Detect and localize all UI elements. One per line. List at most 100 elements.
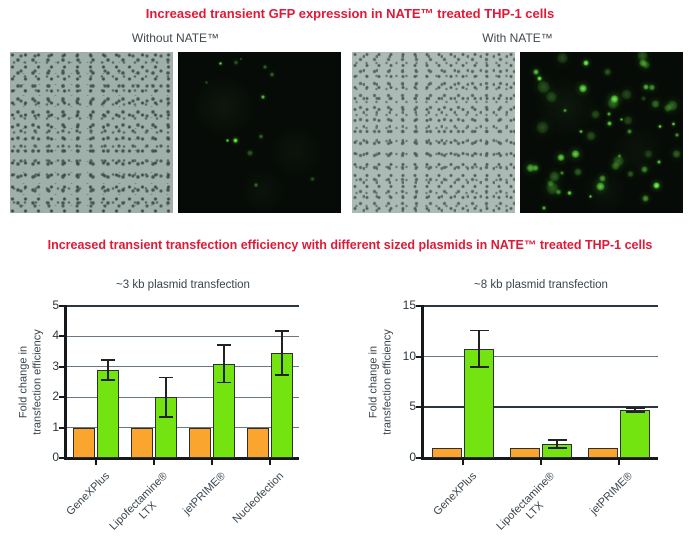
x-axis: [421, 457, 658, 460]
bar-chart-3kb-plasmid: ~3 kb plasmid transfection Fold change in…: [0, 270, 350, 537]
error-bar-stem: [556, 439, 558, 448]
gfp-cell-dot: [542, 205, 547, 210]
gfp-cell-dot: [622, 115, 633, 126]
y-tick-label: 0: [409, 450, 416, 464]
bar-orange: [189, 427, 211, 458]
y-axis-tick: [416, 305, 421, 307]
error-bar-cap-bottom: [101, 379, 115, 381]
gfp-cell-dot: [658, 124, 662, 129]
x-axis-tick: [95, 460, 97, 465]
error-bar-cap-top: [275, 330, 289, 332]
figure-title-transfection-efficiency: Increased transient transfection efficie…: [47, 238, 653, 252]
gfp-cell-dot: [583, 60, 589, 66]
x-category-label: GeneXPlus: [431, 470, 480, 518]
x-axis-tick: [153, 460, 155, 465]
y-axis-label: Fold change in transfection efficiency: [367, 329, 394, 435]
gfp-cell-dot: [579, 84, 588, 93]
gfp-cell-dot: [258, 134, 263, 139]
x-axis-tick: [540, 460, 542, 465]
bar-green: [620, 409, 650, 458]
error-bar-cap-bottom: [469, 366, 489, 368]
y-tick-label: 4: [52, 328, 59, 343]
gfp-cell-dot: [620, 117, 624, 121]
gfp-cell-dot: [651, 99, 660, 108]
gfp-cell-dot: [226, 139, 230, 142]
gfp-cell-dot: [567, 190, 573, 196]
y-tick-label: 5: [52, 298, 59, 312]
gfp-cell-dot: [556, 153, 565, 162]
gfp-cell-dot: [638, 59, 647, 67]
pair-label-with-nate: With NATE™: [482, 31, 553, 45]
x-category-label: Lipofectamine® LTX: [107, 470, 171, 533]
gfp-cell-dot: [626, 128, 632, 134]
y-tick-label: 1: [52, 419, 59, 434]
error-bar-stem: [165, 377, 167, 417]
gfp-cell-dot: [637, 52, 648, 61]
gfp-cell-dot: [657, 160, 661, 164]
chart-title: ~8 kb plasmid transfection: [474, 279, 608, 291]
x-axis-tick: [269, 460, 271, 465]
y-axis-tick: [416, 355, 421, 358]
gfp-cell-dot: [573, 168, 582, 176]
gridline: [67, 427, 299, 429]
x-category-label: Nucleofection: [230, 470, 287, 526]
micro-panel-brightfield-with-nate: [352, 52, 515, 213]
y-tick-label: 15: [402, 298, 416, 312]
gfp-cell-dot: [641, 165, 649, 173]
gfp-cell-dot: [603, 68, 611, 76]
gfp-cell-dot: [532, 165, 539, 172]
gfp-cell-dot: [642, 61, 651, 70]
gfp-cell-dot: [664, 103, 673, 112]
bar-green: [97, 369, 119, 458]
bar-orange: [131, 427, 153, 458]
gfp-cell-dot: [653, 182, 660, 189]
y-axis-tick: [59, 396, 64, 399]
y-axis-tick: [59, 335, 64, 338]
gfp-cell-dot: [232, 137, 238, 143]
gfp-cell-dot: [549, 170, 561, 182]
gridline: [424, 406, 658, 409]
gfp-cell-dot: [590, 109, 601, 119]
error-bar-cap-top: [101, 359, 115, 361]
gfp-cell-dot: [536, 75, 543, 82]
y-axis-tick: [59, 426, 64, 429]
gfp-cell-dot: [247, 149, 254, 156]
gfp-cell-dot: [537, 80, 551, 94]
gfp-cell-dot: [674, 132, 679, 137]
error-bar-cap-bottom: [217, 381, 231, 384]
gfp-cell-dot: [563, 109, 567, 113]
x-axis: [64, 457, 299, 460]
gfp-cell-dot: [621, 88, 632, 100]
error-bar-stem: [107, 359, 109, 380]
micro-panel-brightfield-without-nate: [10, 52, 173, 213]
gridline: [424, 305, 658, 307]
gfp-cell-dot: [556, 52, 569, 64]
error-bar-cap-bottom: [625, 411, 645, 413]
y-tick-label: 3: [52, 358, 59, 373]
gfp-cell-dot: [239, 57, 243, 61]
gfp-cell-dot: [610, 161, 620, 171]
gfp-cell-dot: [641, 195, 649, 202]
error-bar-cap-top: [469, 329, 489, 332]
error-bar-stem: [281, 331, 283, 375]
gfp-cell-dot: [612, 155, 625, 167]
gfp-cell-dot: [627, 170, 634, 178]
figure-title-gfp-expression: Increased transient GFP expression in NA…: [145, 6, 555, 21]
gfp-cell-dot: [532, 68, 539, 75]
bar-orange: [432, 447, 462, 458]
gfp-cell-dot: [526, 163, 536, 173]
error-bar-cap-bottom: [275, 374, 289, 376]
gfp-cell-dot: [218, 62, 222, 66]
micro-panel-gfp-with-nate: [520, 52, 683, 213]
gridline: [424, 356, 658, 358]
error-bar-cap-top: [217, 344, 231, 346]
chart-title: ~3 kb plasmid transfection: [116, 279, 250, 291]
gfp-cell-dot: [570, 149, 580, 159]
gfp-cell-dot: [545, 181, 559, 195]
error-bar-cap-bottom: [159, 416, 173, 418]
y-tick-label: 0: [52, 450, 59, 464]
error-bar-cap-top: [625, 407, 645, 409]
gfp-cell-dot: [545, 91, 558, 103]
gfp-cell-dot: [560, 171, 565, 176]
gfp-cell-dot: [260, 94, 266, 99]
